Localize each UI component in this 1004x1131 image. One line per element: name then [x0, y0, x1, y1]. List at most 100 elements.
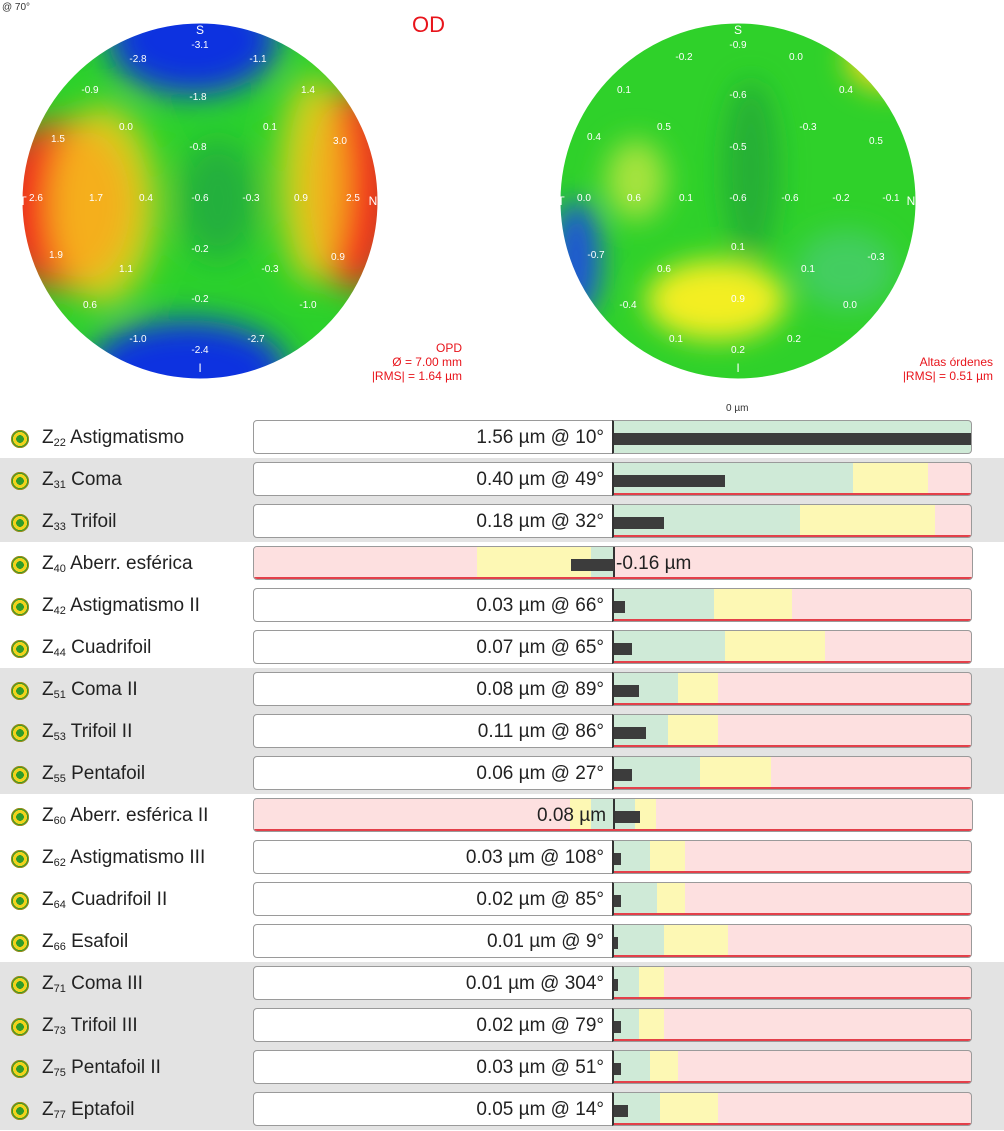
zernike-row[interactable]: Z71 Coma III 0.01 µm @ 304° — [0, 962, 1004, 1004]
value-bar — [614, 979, 618, 991]
zernike-row[interactable]: Z42 Astigmatismo II 0.03 µm @ 66° — [0, 584, 1004, 626]
zernike-value: -0.16 µm — [616, 553, 692, 574]
tolerance-zone-borderline — [649, 841, 686, 873]
high-order-caption-title: Altas órdenes — [919, 355, 993, 369]
zernike-row[interactable]: Z40 Aberr. esférica -0.16 µm — [0, 542, 1004, 584]
high-order-map-value: -0.6 — [781, 193, 799, 204]
zernike-term-name: Z51 Coma II — [42, 679, 138, 701]
zernike-pattern-icon — [11, 724, 29, 742]
value-field: 0.03 µm @ 108° — [253, 840, 613, 874]
zernike-term-name: Z22 Astigmatismo — [42, 427, 184, 449]
value-bar — [614, 685, 640, 697]
zernike-index: 44 — [53, 647, 66, 659]
zernike-index: 53 — [53, 731, 66, 743]
opd-map-value: -1.0 — [129, 334, 147, 345]
zernike-row[interactable]: Z31 Coma 0.40 µm @ 49° — [0, 458, 1004, 500]
opd-map-value: 1.7 — [89, 193, 103, 204]
zernike-row[interactable]: Z33 Trifoil 0.18 µm @ 32° — [0, 500, 1004, 542]
opd-map-value: -0.2 — [191, 244, 209, 255]
high-order-map-north-marker: S — [734, 23, 742, 37]
zernike-symbol: Z — [42, 805, 54, 826]
zernike-pattern-icon — [11, 598, 29, 616]
opd-map-value: 0.1 — [263, 122, 277, 133]
magnitude-bar — [612, 756, 972, 790]
zernike-term-name: Z71 Coma III — [42, 973, 143, 995]
high-order-map-value: -0.9 — [729, 40, 747, 51]
zernike-index: 75 — [53, 1067, 66, 1079]
high-order-map-value: -0.3 — [799, 122, 817, 133]
zernike-row[interactable]: Z73 Trifoil III 0.02 µm @ 79° — [0, 1004, 1004, 1046]
magnitude-bar — [612, 462, 972, 496]
zernike-term-name: Z75 Pentafoil II — [42, 1057, 161, 1079]
opd-map-value: 0.0 — [119, 122, 133, 133]
zernike-row[interactable]: Z51 Coma II 0.08 µm @ 89° — [0, 668, 1004, 710]
magnitude-bar — [612, 420, 972, 454]
zernike-index: 77 — [53, 1109, 66, 1121]
zernike-pattern-icon — [11, 976, 29, 994]
value-bar — [614, 895, 622, 907]
zernike-value: 0.02 µm @ 79° — [476, 1015, 604, 1036]
opd-map-value: -2.4 — [191, 345, 209, 356]
tolerance-zone — [569, 799, 592, 831]
tolerance-zone-borderline — [724, 631, 825, 663]
zernike-value: 0.07 µm @ 65° — [476, 637, 604, 658]
high-order-map-value: 0.4 — [587, 132, 601, 143]
zernike-term-name: Z31 Coma — [42, 469, 122, 491]
high-order-caption: Altas órdenes |RMS| = 0.51 µm — [830, 355, 993, 383]
zernike-row[interactable]: Z44 Cuadrifoil 0.07 µm @ 65° — [0, 626, 1004, 668]
opd-map-value: -0.3 — [261, 264, 279, 275]
zernike-row[interactable]: Z53 Trifoil II 0.11 µm @ 86° — [0, 710, 1004, 752]
magnitude-bar — [612, 882, 972, 916]
high-order-map-temporal-marker: T — [557, 194, 565, 208]
opd-map-value: -0.2 — [191, 294, 209, 305]
tolerance-zone — [254, 799, 570, 831]
opd-map[interactable]: -2.8 -3.1 -1.1 -0.9 -1.8 1.4 0.0 0.1 1.5 -0.8 3.0 2… — [18, 20, 382, 382]
value-field: 0.02 µm @ 79° — [253, 1008, 613, 1042]
zernike-row[interactable]: Z66 Esafoil 0.01 µm @ 9° — [0, 920, 1004, 962]
zernike-row[interactable]: Z55 Pentafoil 0.06 µm @ 27° — [0, 752, 1004, 794]
zernike-pattern-icon — [11, 808, 29, 826]
zernike-row[interactable]: Z77 Eptafoil 0.05 µm @ 14° — [0, 1088, 1004, 1130]
zernike-term-name: Z60 Aberr. esférica II — [42, 805, 208, 827]
zernike-value: 0.11 µm @ 86° — [477, 721, 604, 742]
high-order-map[interactable]: -0.2 -0.9 0.0 0.1 -0.6 0.4 0.4 0.5 -0.3 -0.5 0.5 0.… — [556, 20, 920, 382]
tolerance-zone-borderline — [649, 1051, 679, 1083]
zernike-index: 71 — [53, 983, 66, 995]
opd-map-value: 0.6 — [83, 300, 97, 311]
zernike-row[interactable]: Z62 Astigmatismo III 0.03 µm @ 108° — [0, 836, 1004, 878]
opd-map-value: 3.0 — [333, 136, 347, 147]
opd-caption-rms: |RMS| = 1.64 µm — [371, 369, 462, 383]
bar-baseline — [614, 871, 971, 873]
high-order-map-value: -0.6 — [729, 90, 747, 101]
opd-caption-title: OPD — [435, 341, 462, 355]
zernike-row[interactable]: Z75 Pentafoil II 0.03 µm @ 51° — [0, 1046, 1004, 1088]
high-order-map-value: 0.1 — [669, 334, 683, 345]
tolerance-zone-normal — [614, 967, 639, 999]
zernike-index: 62 — [53, 857, 66, 869]
value-bar — [614, 475, 725, 487]
high-order-map-value: -0.5 — [729, 142, 747, 153]
zernike-row[interactable]: Z22 Astigmatismo 1.56 µm @ 10° — [0, 416, 1004, 458]
magnitude-bar — [612, 504, 972, 538]
zernike-symbol: Z — [42, 889, 54, 910]
high-order-map-value: 0.1 — [679, 193, 693, 204]
zernike-label: Cuadrifoil II — [65, 889, 168, 910]
angle-label: @ 70° — [2, 2, 31, 13]
tolerance-zone-normal — [614, 925, 664, 957]
value-field: 0.03 µm @ 66° — [253, 588, 613, 622]
opd-map-value: 1.9 — [49, 250, 63, 261]
high-order-map-value: 0.0 — [789, 52, 803, 63]
zernike-row[interactable]: Z60 Aberr. esférica II 0.08 µm — [0, 794, 1004, 836]
magnitude-bar — [612, 840, 972, 874]
zernike-index: 73 — [53, 1025, 66, 1037]
zernike-value: 0.02 µm @ 85° — [476, 889, 604, 910]
zernike-label: Pentafoil II — [65, 1057, 161, 1078]
tolerance-zone — [254, 547, 477, 579]
zernike-row[interactable]: Z64 Cuadrifoil II 0.02 µm @ 85° — [0, 878, 1004, 920]
zernike-index: 60 — [53, 815, 66, 827]
value-field: 0.18 µm @ 32° — [253, 504, 613, 538]
zernike-symbol: Z — [42, 973, 54, 994]
high-order-map-value: 0.2 — [787, 334, 801, 345]
value-bar — [570, 559, 614, 571]
zernike-label: Trifoil — [65, 511, 117, 532]
